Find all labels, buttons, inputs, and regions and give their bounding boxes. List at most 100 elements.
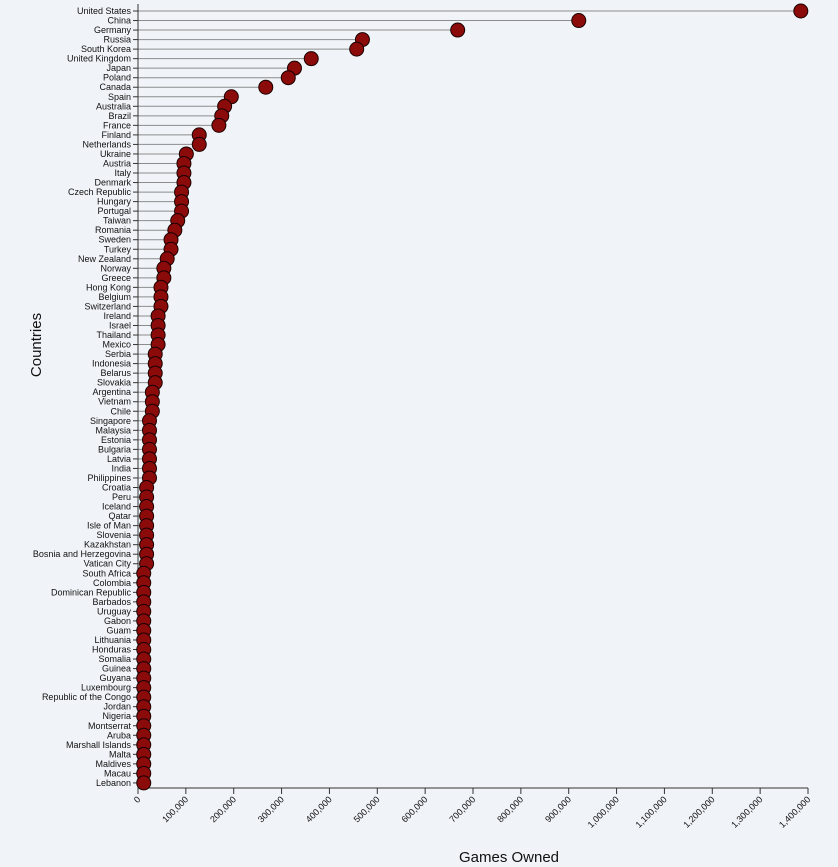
y-tick-label: Czech Republic xyxy=(68,187,132,197)
y-tick-label: Finland xyxy=(101,130,131,140)
y-tick-label: Denmark xyxy=(94,178,131,188)
y-tick-label: Macau xyxy=(104,768,131,778)
dot-81 xyxy=(136,775,152,791)
x-tick-label: 700,000 xyxy=(447,794,477,824)
x-tick-label: 1,100,000 xyxy=(633,794,668,829)
y-tick-label: Bulgaria xyxy=(98,444,131,454)
x-tick-label: 1,200,000 xyxy=(681,794,716,829)
y-tick-label: Colombia xyxy=(93,578,131,588)
y-tick-label: New Zealand xyxy=(78,254,131,264)
x-tick-label: 1,400,000 xyxy=(777,794,812,829)
y-tick-label: Kazakhstan xyxy=(84,540,131,550)
y-axis-title: Countries xyxy=(28,313,45,377)
y-tick-label: Ireland xyxy=(103,311,131,321)
y-tick-label: Thailand xyxy=(96,330,131,340)
y-tick-label: Slovenia xyxy=(96,530,131,540)
dot-8 xyxy=(258,79,274,95)
y-tick-label: Turkey xyxy=(104,244,132,254)
y-tick-label: United Kingdom xyxy=(67,54,131,64)
y-tick-label: Hungary xyxy=(97,197,132,207)
y-tick-label: Luxembourg xyxy=(81,683,131,693)
y-tick-label: Greece xyxy=(101,273,131,283)
y-tick-label: Portugal xyxy=(97,206,131,216)
y-tick-label: Guam xyxy=(106,625,131,635)
y-tick-label: Ukraine xyxy=(100,149,131,159)
x-axis-title: Games Owned xyxy=(459,849,559,866)
x-tick-label: 200,000 xyxy=(208,794,238,824)
y-tick-label: Romania xyxy=(95,225,131,235)
y-tick-label: Marshall Islands xyxy=(66,740,132,750)
y-tick-label: Germany xyxy=(94,25,132,35)
y-tick-label: Italy xyxy=(114,168,131,178)
dot-14 xyxy=(191,136,207,152)
y-tick-label: Guinea xyxy=(102,664,131,674)
x-tick-label: 0 xyxy=(132,794,143,805)
y-tick-label: Republic of the Congo xyxy=(42,692,131,702)
x-tick-label: 600,000 xyxy=(399,794,429,824)
dot-2 xyxy=(450,22,466,38)
y-tick-label: Taiwan xyxy=(103,216,131,226)
y-tick-label: Norway xyxy=(100,263,131,273)
y-tick-label: Serbia xyxy=(105,349,131,359)
y-tick-label: Jordan xyxy=(103,702,131,712)
dot-4 xyxy=(349,41,365,57)
dot-1 xyxy=(571,13,587,29)
y-tick-label: Nigeria xyxy=(102,711,131,721)
y-tick-label: Mexico xyxy=(102,340,131,350)
y-tick-label: Guyana xyxy=(99,673,131,683)
x-tick-label: 800,000 xyxy=(495,794,525,824)
y-tick-label: Belgium xyxy=(98,292,131,302)
y-tick-label: France xyxy=(103,120,131,130)
y-tick-label: South Africa xyxy=(82,568,131,578)
y-tick-label: Aruba xyxy=(107,730,131,740)
dot-0 xyxy=(793,3,809,19)
y-tick-label: Isle of Man xyxy=(87,521,131,531)
x-tick-label: 500,000 xyxy=(352,794,382,824)
y-tick-label: Austria xyxy=(103,158,131,168)
dot-5 xyxy=(303,51,319,67)
y-tick-label: Canada xyxy=(99,82,131,92)
y-tick-label: Montserrat xyxy=(88,721,132,731)
y-tick-label: Belarus xyxy=(100,368,131,378)
y-tick-label: Dominican Republic xyxy=(51,587,132,597)
y-tick-label: Honduras xyxy=(92,645,132,655)
y-tick-label: Argentina xyxy=(92,387,131,397)
y-tick-label: Brazil xyxy=(108,111,131,121)
y-tick-label: Russia xyxy=(103,35,131,45)
y-tick-label: Philippines xyxy=(87,473,131,483)
y-tick-label: Maldives xyxy=(95,759,131,769)
dot-7 xyxy=(280,70,296,86)
y-tick-label: Uruguay xyxy=(97,606,132,616)
y-tick-label: Vatican City xyxy=(84,559,132,569)
y-tick-label: Qatar xyxy=(108,511,131,521)
dots-layer xyxy=(136,3,809,791)
y-tick-label: Singapore xyxy=(90,416,131,426)
dot-12 xyxy=(211,117,227,133)
y-tick-label: Lithuania xyxy=(94,635,131,645)
stems-layer xyxy=(138,10,801,784)
x-axis: 0 100,000 200,000 300,000 400,000 500,000 600,… xyxy=(132,787,812,830)
y-tick-label: United States xyxy=(77,6,132,16)
y-tick-label: India xyxy=(111,463,131,473)
y-tick-label: Poland xyxy=(103,73,131,83)
y-tick-label: Malta xyxy=(109,749,131,759)
y-tick-label: Israel xyxy=(109,320,131,330)
y-tick-label: Iceland xyxy=(102,502,131,512)
y-tick-label: South Korea xyxy=(81,44,131,54)
y-tick-label: Peru xyxy=(112,492,131,502)
y-tick-label: Somalia xyxy=(98,654,131,664)
x-tick-label: 100,000 xyxy=(160,794,190,824)
y-tick-label: Spain xyxy=(108,92,131,102)
y-tick-label: Vietnam xyxy=(98,397,131,407)
y-tick-label: Latvia xyxy=(107,454,131,464)
y-tick-label: Estonia xyxy=(101,435,131,445)
y-tick-label: Barbados xyxy=(92,597,131,607)
y-tick-label: Malaysia xyxy=(95,425,131,435)
y-tick-label: Indonesia xyxy=(92,359,131,369)
x-tick-label: 900,000 xyxy=(543,794,573,824)
y-tick-label: Japan xyxy=(106,63,131,73)
y-tick-label: Hong Kong xyxy=(86,282,131,292)
x-tick-label: 400,000 xyxy=(304,794,334,824)
